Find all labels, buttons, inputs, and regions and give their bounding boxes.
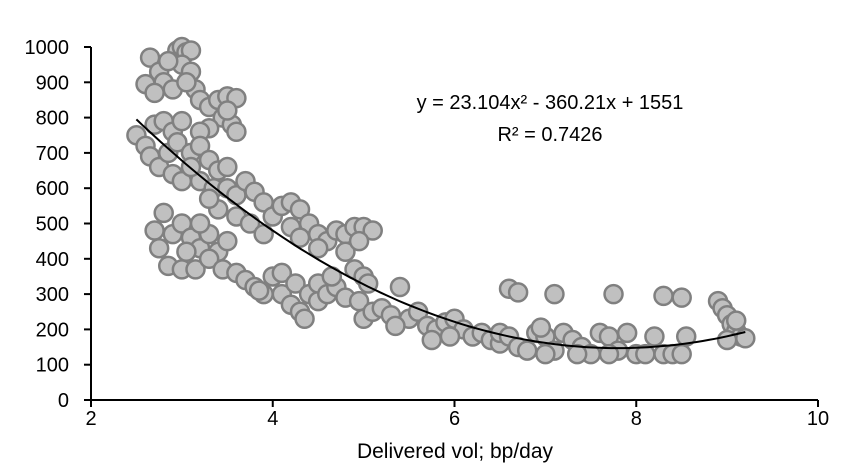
data-point bbox=[735, 327, 756, 349]
data-point bbox=[189, 135, 211, 157]
data-point bbox=[675, 326, 697, 347]
data-point bbox=[198, 248, 220, 270]
data-point bbox=[671, 287, 692, 308]
trendline-equation: y = 23.104x² - 360.21x + 1551 bbox=[417, 92, 684, 114]
data-point bbox=[217, 100, 238, 121]
data-point bbox=[289, 199, 311, 220]
data-point bbox=[198, 188, 220, 210]
data-point bbox=[566, 343, 588, 365]
points-layer bbox=[126, 36, 756, 365]
data-point bbox=[644, 326, 665, 347]
data-point bbox=[189, 213, 211, 234]
data-point bbox=[153, 202, 174, 224]
x-tick-label: 2 bbox=[85, 408, 96, 430]
data-point bbox=[439, 326, 461, 347]
x-axis-label: Delivered vol; bp/day bbox=[357, 440, 554, 463]
y-tick-label: 1000 bbox=[25, 37, 70, 59]
data-point bbox=[217, 156, 238, 178]
data-point bbox=[176, 72, 197, 93]
y-tick-label: 0 bbox=[58, 390, 69, 412]
data-point bbox=[171, 110, 193, 132]
trendline bbox=[135, 118, 746, 350]
data-point bbox=[144, 220, 165, 241]
data-point bbox=[671, 343, 692, 365]
data-point bbox=[176, 241, 197, 262]
data-point bbox=[307, 237, 329, 259]
axes-layer: 0 100 200 300 400 500 600 700 800 900 1000 2 4 6 8 10 bbox=[25, 37, 830, 430]
data-point bbox=[716, 329, 738, 351]
data-point bbox=[335, 241, 356, 262]
data-point bbox=[653, 285, 674, 307]
data-point bbox=[598, 343, 620, 365]
trendline-r2: R² = 0.7426 bbox=[497, 124, 602, 146]
x-tick-label: 4 bbox=[267, 408, 278, 430]
data-point bbox=[385, 315, 406, 337]
y-tick-label: 300 bbox=[36, 284, 69, 306]
data-point bbox=[544, 283, 565, 305]
y-tick-label: 500 bbox=[36, 214, 69, 236]
data-point bbox=[294, 308, 315, 330]
data-point bbox=[285, 273, 306, 294]
data-point bbox=[616, 322, 638, 344]
data-point bbox=[248, 280, 270, 301]
x-tick-label: 8 bbox=[631, 408, 642, 430]
y-tick-label: 100 bbox=[36, 355, 69, 377]
y-tick-label: 900 bbox=[36, 72, 69, 94]
data-point bbox=[217, 230, 238, 252]
data-point bbox=[348, 230, 370, 252]
data-point bbox=[180, 40, 202, 61]
data-point bbox=[167, 132, 188, 153]
data-point bbox=[226, 121, 247, 142]
data-point bbox=[421, 329, 443, 351]
x-tick-label: 6 bbox=[449, 408, 460, 430]
y-tick-label: 600 bbox=[36, 178, 69, 200]
data-point bbox=[144, 82, 165, 104]
data-point bbox=[530, 317, 552, 338]
y-tick-label: 400 bbox=[36, 249, 69, 271]
data-point bbox=[271, 262, 293, 284]
data-point bbox=[389, 276, 411, 298]
data-point bbox=[362, 220, 383, 241]
data-point bbox=[289, 227, 311, 248]
data-point bbox=[725, 310, 747, 331]
data-point bbox=[157, 50, 179, 72]
y-tick-label: 200 bbox=[36, 319, 69, 341]
data-point bbox=[535, 343, 556, 365]
y-tick-label: 800 bbox=[36, 108, 69, 130]
data-point bbox=[516, 340, 538, 361]
data-point bbox=[603, 283, 624, 305]
x-tick-label: 10 bbox=[807, 408, 829, 430]
y-tick-label: 700 bbox=[36, 143, 69, 165]
data-point bbox=[148, 237, 170, 259]
data-point bbox=[507, 282, 529, 303]
data-point bbox=[185, 259, 206, 280]
